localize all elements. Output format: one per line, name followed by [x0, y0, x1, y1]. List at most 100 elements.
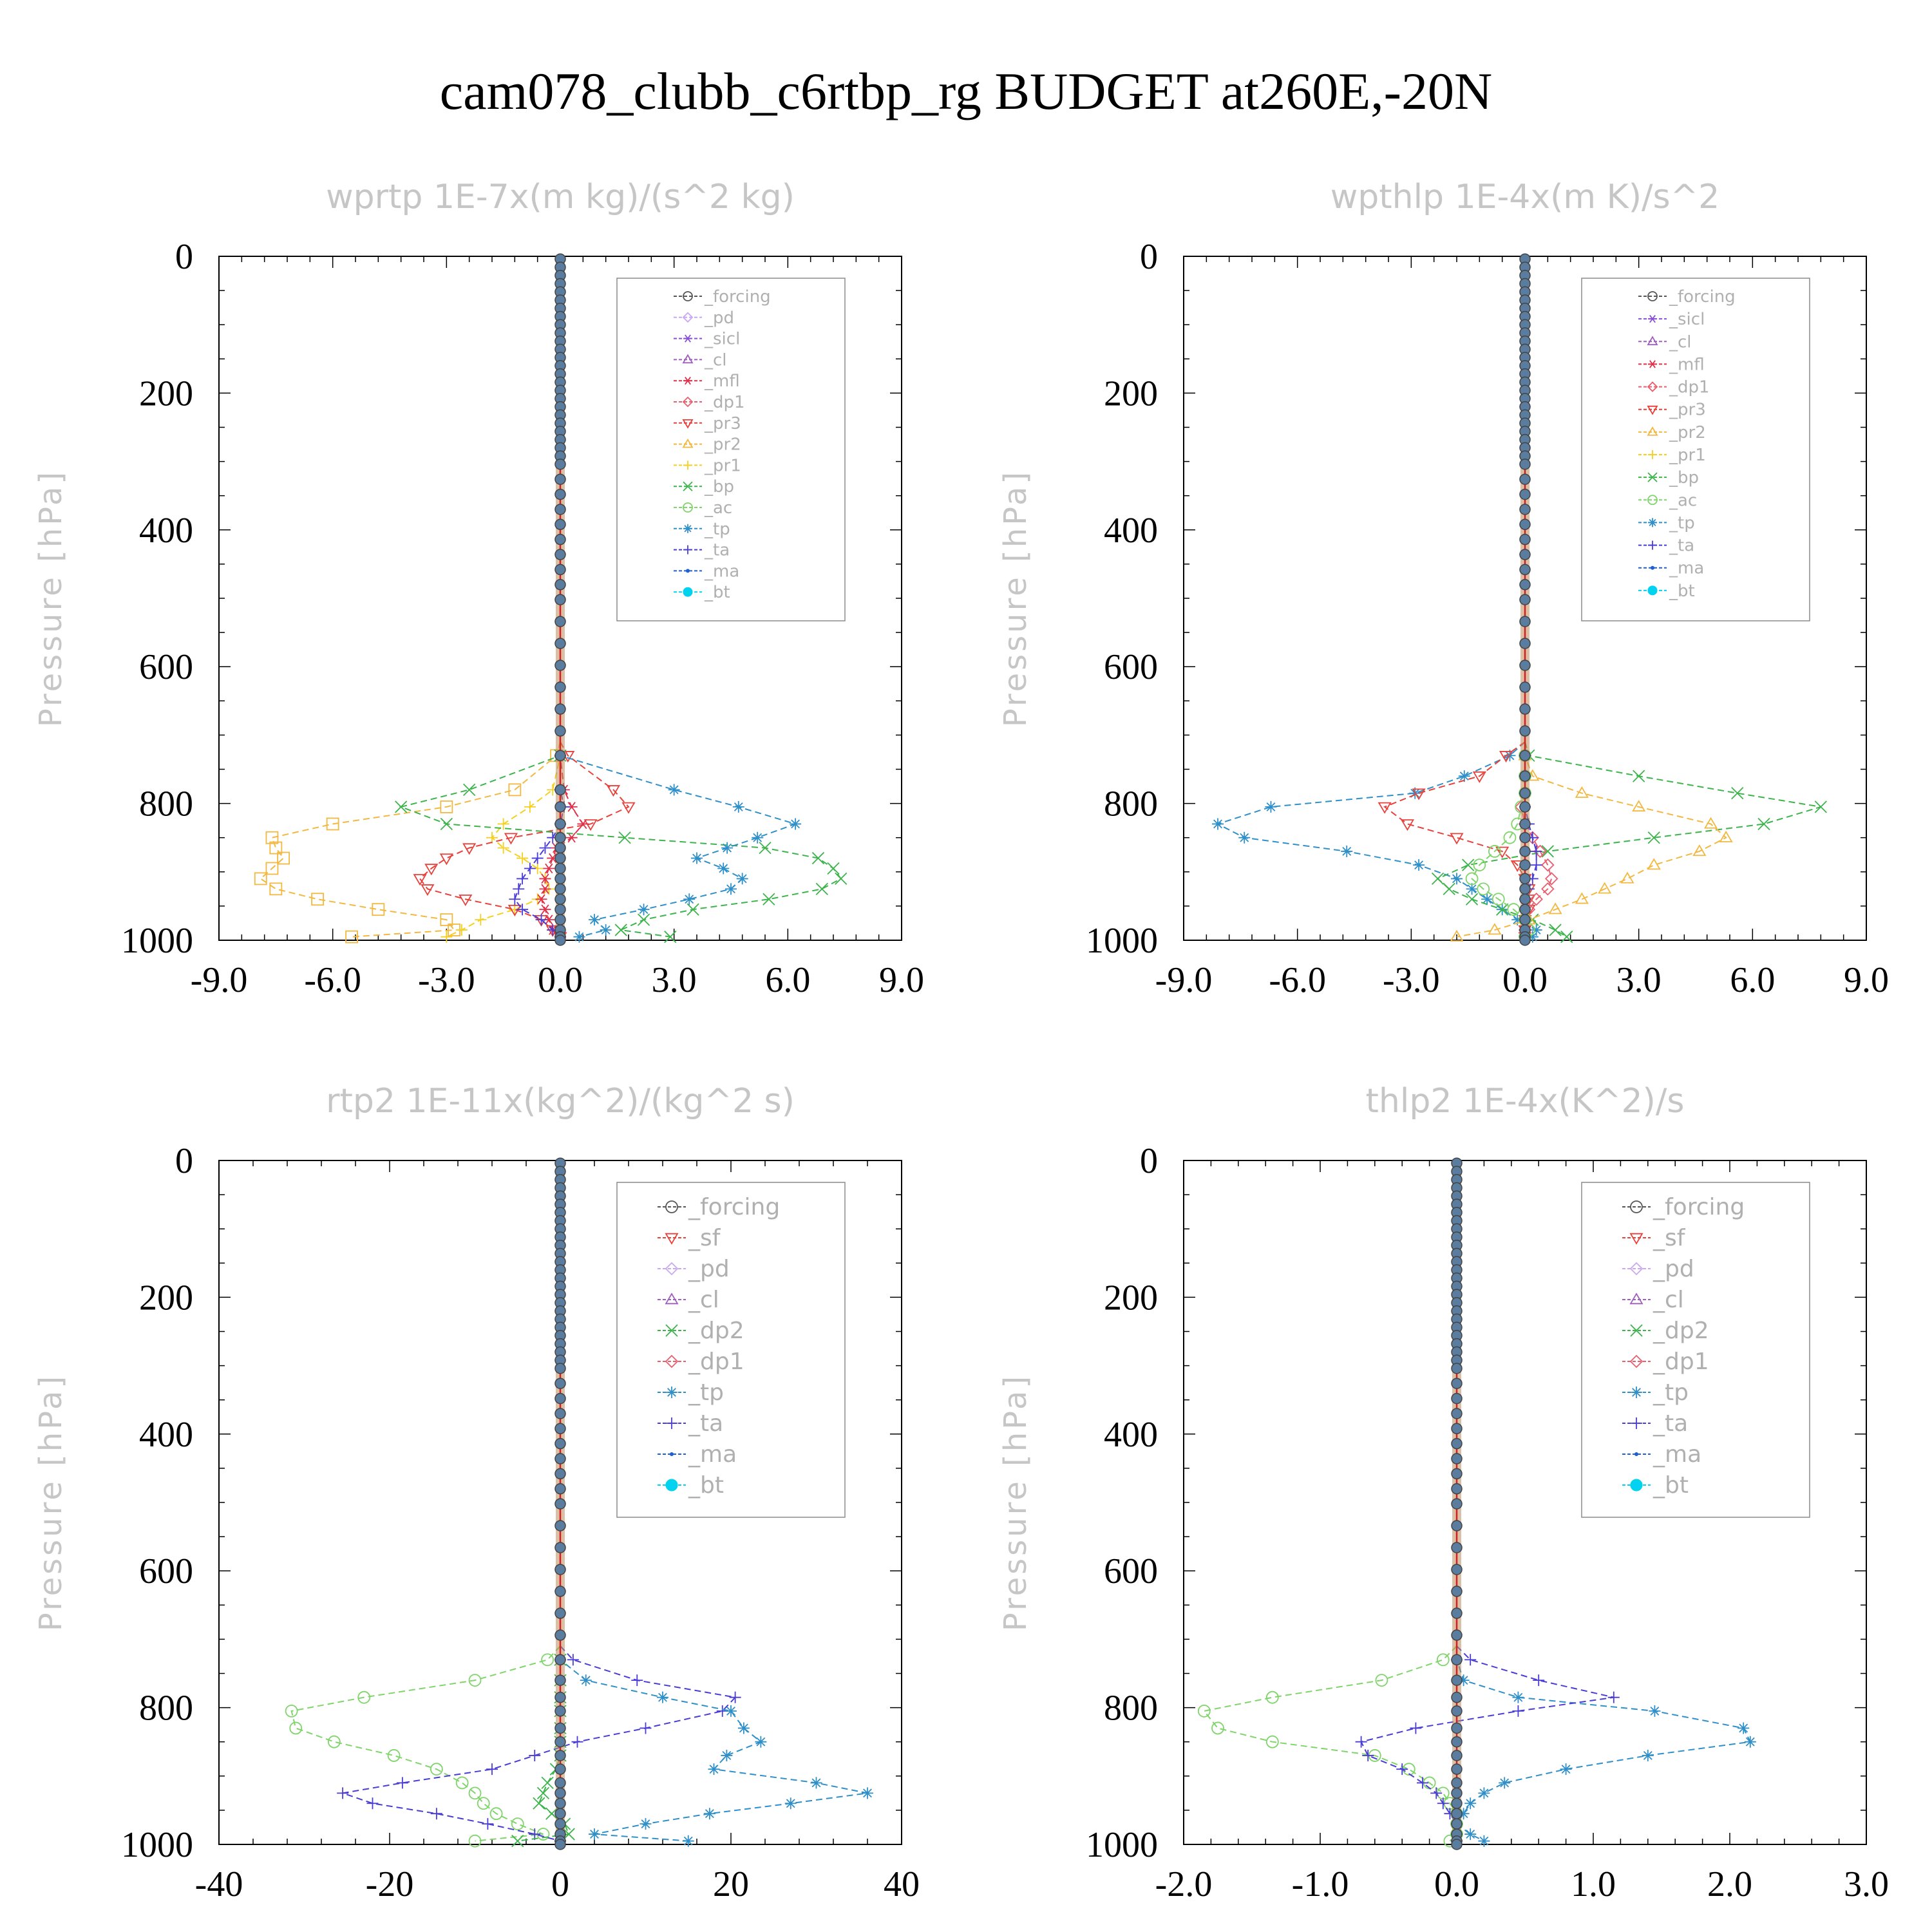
y-tick-label: 0 — [175, 237, 193, 277]
legend-label: _tp — [704, 520, 730, 539]
data-point_dp1 — [477, 1797, 490, 1810]
page-title: cam078_clubb_c6rtbp_rg BUDGET at260E,-20… — [439, 62, 1493, 120]
zero-profile-point — [1451, 1423, 1463, 1435]
data-point_pr3 — [439, 853, 453, 866]
zero-profile-point — [554, 1736, 566, 1748]
zero-profile-point — [1451, 1750, 1463, 1761]
zero-profile-point — [1519, 549, 1531, 560]
legend-label: _ta — [1669, 536, 1694, 556]
legend-label: _dp1 — [688, 1349, 744, 1375]
y-tick-label: 800 — [1104, 784, 1158, 824]
y-axis-label: Pressure [hPa] — [33, 1374, 69, 1631]
data-point_bp — [1814, 800, 1827, 813]
data-point_mfl — [543, 863, 555, 874]
zero-profile-point — [554, 1542, 566, 1553]
legend-label: _sicl — [1669, 310, 1705, 329]
data-point_bp — [811, 851, 825, 865]
series-line_tp — [560, 742, 798, 938]
panel-2: wpthlp 1E-4x(m K)/s^2 Pressure [hPa] 0 200 4… — [998, 178, 1889, 1000]
legend-marker — [683, 587, 693, 597]
zero-profile-point — [554, 594, 566, 605]
data-point_ta — [529, 1828, 541, 1841]
zero-profile-point — [554, 518, 566, 531]
data-point_ac — [1477, 882, 1490, 896]
legend-marker — [683, 545, 692, 554]
zero-profile-point — [1451, 1586, 1463, 1597]
data-point_dp2 — [545, 1807, 558, 1820]
data-point_tp — [1341, 845, 1353, 857]
data-point_ac — [1492, 893, 1505, 906]
x-tick-label: -3.0 — [418, 960, 475, 1000]
zero-profile-point — [554, 1629, 566, 1641]
y-tick-label: 1000 — [121, 1825, 193, 1865]
zero-profile-point — [1451, 1363, 1463, 1374]
legend-marker — [682, 438, 694, 448]
data-point_tp — [682, 1835, 694, 1847]
y-tick-label: 400 — [1104, 1415, 1158, 1455]
zero-profile-point — [1519, 533, 1531, 545]
data-point_tp — [1451, 873, 1463, 885]
data-point_ta — [430, 1808, 442, 1820]
data-point_pr3 — [1378, 802, 1392, 814]
zero-profile-point — [1451, 1468, 1463, 1480]
data-point_tp — [580, 1674, 592, 1687]
legend-marker — [665, 1324, 678, 1337]
data-point_dp1 — [430, 1763, 443, 1776]
legend-marker — [1647, 585, 1658, 596]
zero-profile-point — [554, 1564, 566, 1575]
data-point_pr1 — [475, 914, 487, 926]
data-point_pr3 — [1472, 771, 1486, 783]
zero-profile-point — [1519, 859, 1531, 871]
data-point_dp1 — [1541, 858, 1555, 872]
data-point_pr2 — [440, 800, 453, 813]
data-point_pr3 — [462, 843, 477, 855]
data-point_tp — [1457, 1674, 1470, 1687]
data-point_ta — [366, 1797, 379, 1810]
zero-profile-point — [1451, 1691, 1463, 1703]
data-point_tp — [862, 1787, 873, 1799]
data-point_ta — [631, 1674, 643, 1687]
zero-profile-point — [1451, 1564, 1463, 1575]
zero-profile-point — [1451, 1839, 1463, 1850]
data-point_tp — [721, 1749, 733, 1761]
zero-profile-point — [554, 842, 566, 854]
zero-profile-point — [1519, 801, 1531, 813]
data-point_dp1 — [455, 1776, 469, 1790]
zero-profile-point — [554, 1808, 566, 1819]
legend-marker — [1629, 1233, 1643, 1245]
data-point_tp — [1738, 1722, 1750, 1734]
zero-profile-point — [554, 904, 566, 915]
legend-label: _pd — [688, 1256, 730, 1282]
series-line_ta — [1360, 1645, 1615, 1841]
zero-profile-point — [1451, 1787, 1463, 1799]
data-point_tp — [737, 1722, 750, 1734]
zero-profile-point — [554, 852, 566, 864]
zero-profile-point — [554, 1437, 566, 1450]
legend-label: _sf — [688, 1225, 721, 1251]
legend-label: _cl — [688, 1287, 719, 1313]
data-point_ta — [1396, 1763, 1408, 1776]
data-point_pr3 — [424, 864, 439, 876]
data-point_mfl — [539, 884, 551, 895]
legend-label: _forcing — [1669, 287, 1736, 307]
y-tick-label: 800 — [139, 1689, 193, 1728]
data-point_dp1 — [511, 1817, 524, 1831]
data-point_pr3 — [1450, 833, 1464, 845]
legend-marker — [665, 1293, 679, 1305]
legend-marker — [1647, 291, 1658, 301]
series-line_tp — [1216, 741, 1538, 938]
x-tick-label: 9.0 — [879, 960, 924, 1000]
data-point_tp — [668, 784, 680, 796]
x-tick-label: -9.0 — [1155, 960, 1213, 1000]
zero-profile-point — [554, 1705, 566, 1717]
data-point_pr3 — [606, 785, 621, 797]
legend-box — [1581, 278, 1810, 621]
data-point_dp1 — [1211, 1721, 1224, 1735]
data-point_tp — [1649, 1705, 1661, 1717]
data-point_pr2 — [1692, 844, 1707, 857]
legend-marker — [683, 291, 693, 301]
data-point_pr2 — [508, 783, 522, 797]
data-point_ac — [1488, 845, 1501, 858]
data-point_bp — [1633, 770, 1645, 782]
